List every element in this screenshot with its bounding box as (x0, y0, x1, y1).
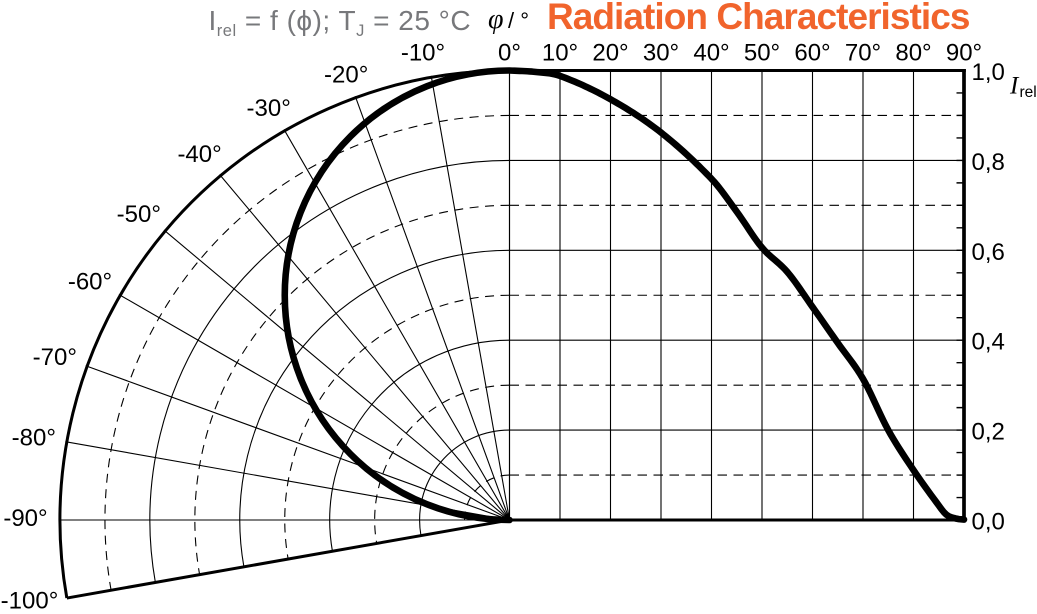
svg-text:0°: 0° (498, 40, 521, 67)
svg-text:70°: 70° (845, 40, 881, 67)
svg-text:60°: 60° (794, 40, 830, 67)
svg-text:10°: 10° (542, 40, 578, 67)
svg-text:90°: 90° (946, 40, 982, 67)
svg-text:30°: 30° (643, 40, 679, 67)
svg-text:-50°: -50° (117, 201, 161, 228)
svg-text:50°: 50° (744, 40, 780, 67)
svg-text:I: I (1009, 73, 1020, 100)
svg-text:-90°: -90° (3, 505, 47, 532)
svg-text:0,4: 0,4 (972, 329, 1005, 356)
svg-text:0,6: 0,6 (972, 239, 1005, 266)
svg-text:Irel = f (ϕ); TJ = 25 °C: Irel = f (ϕ); TJ = 25 °C (209, 5, 472, 40)
svg-text:0,8: 0,8 (972, 149, 1005, 176)
svg-text:φ: φ (488, 4, 504, 35)
svg-text:rel: rel (1020, 84, 1037, 101)
svg-text:-100°: -100° (1, 588, 59, 614)
svg-text:Radiation Characteristics: Radiation Characteristics (547, 0, 970, 37)
svg-text:40°: 40° (693, 40, 729, 67)
svg-text:0,0: 0,0 (972, 509, 1005, 536)
svg-text:-40°: -40° (177, 141, 221, 168)
svg-text:-80°: -80° (12, 424, 56, 451)
svg-text:-20°: -20° (324, 61, 368, 88)
svg-text:0,2: 0,2 (972, 419, 1005, 446)
svg-text:1,0: 1,0 (972, 59, 1005, 86)
svg-text:-30°: -30° (247, 95, 291, 122)
svg-text:-10°: -10° (401, 40, 445, 67)
svg-text:-70°: -70° (33, 344, 77, 371)
svg-text:/ °: / ° (508, 8, 529, 33)
svg-text:80°: 80° (895, 40, 931, 67)
svg-text:20°: 20° (592, 40, 628, 67)
svg-text:-60°: -60° (68, 268, 112, 295)
